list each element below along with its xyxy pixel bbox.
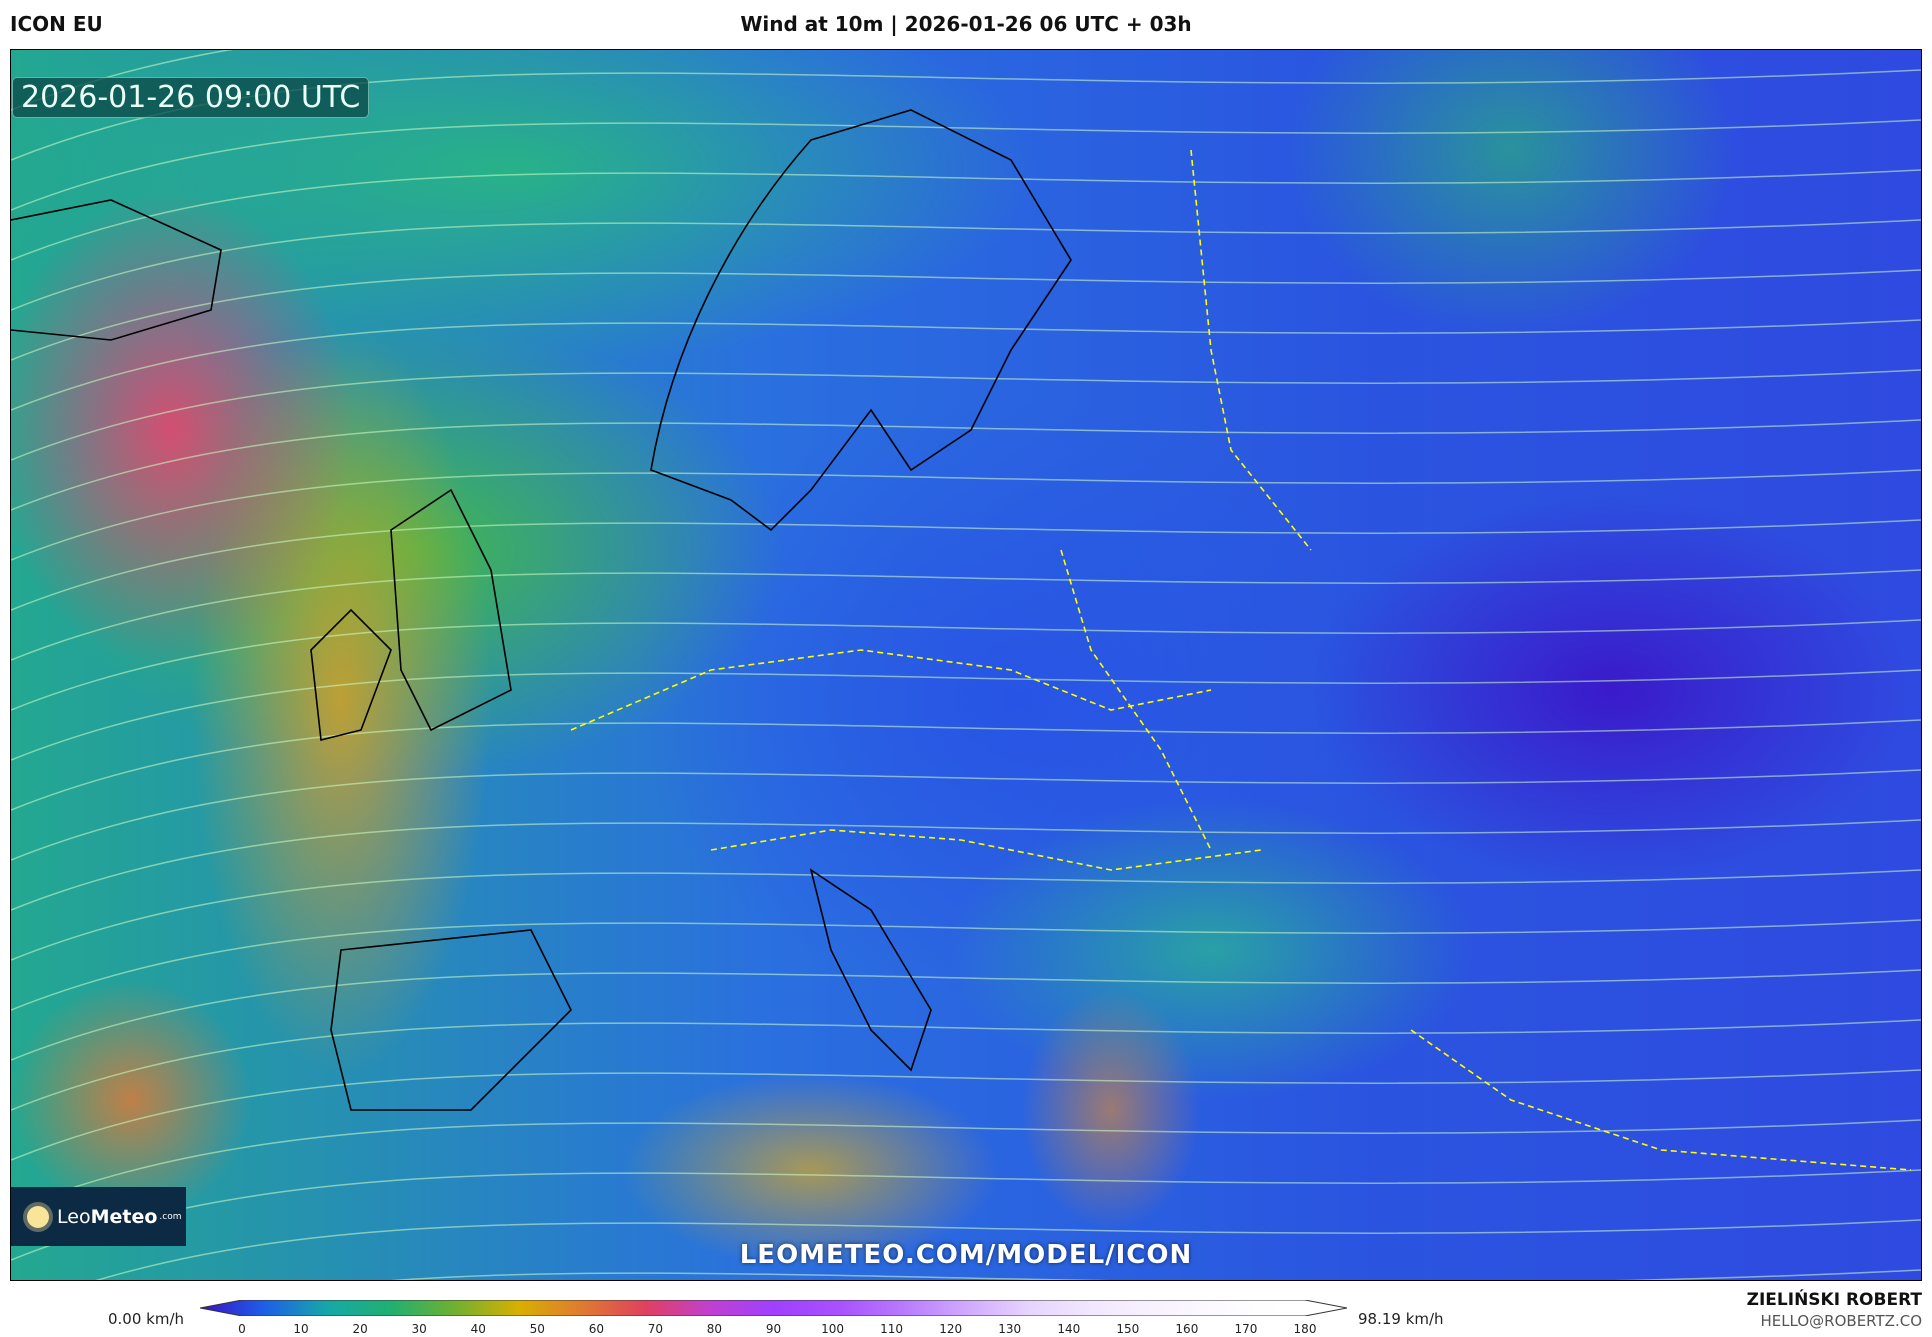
streamline xyxy=(11,319,1921,411)
streamline xyxy=(11,719,1921,811)
colorbar-tick: 40 xyxy=(470,1322,486,1336)
valid-time-label: 2026-01-26 09:00 UTC xyxy=(12,77,370,118)
streamline xyxy=(390,1269,1921,1280)
colorbar-tick: 140 xyxy=(1057,1322,1081,1336)
streamline xyxy=(11,619,1921,711)
colorbar-tick: 0 xyxy=(238,1322,246,1336)
colorbar-tick: 60 xyxy=(588,1322,604,1336)
streamline xyxy=(95,1219,1921,1280)
colorbar-tick: 180 xyxy=(1293,1322,1317,1336)
streamlines xyxy=(11,50,1921,1280)
colorbar xyxy=(200,1300,1347,1316)
coastlines xyxy=(11,109,1072,1111)
colorbar-tick: 50 xyxy=(529,1322,545,1336)
streamline xyxy=(11,269,1921,361)
streamline xyxy=(11,519,1921,611)
sun-icon xyxy=(27,1205,49,1228)
model-name: ICON EU xyxy=(10,12,103,36)
chart-title: Wind at 10m | 2026-01-26 06 UTC + 03h xyxy=(740,12,1192,36)
colorbar-tick: 10 xyxy=(293,1322,309,1336)
wind-map: 2026-01-26 09:00 UTC Leo Meteo .com LEOMET… xyxy=(10,49,1922,1281)
colorbar-min-label: 0.00 km/h xyxy=(108,1310,185,1328)
borders xyxy=(570,149,1912,1171)
streamline xyxy=(11,219,1921,311)
streamline xyxy=(11,669,1921,761)
leometeo-logo[interactable]: Leo Meteo .com xyxy=(11,1187,186,1246)
colorbar-tick: 100 xyxy=(821,1322,844,1336)
colorbar-max-label: 98.19 km/h xyxy=(1358,1310,1444,1328)
colorbar-tick: 130 xyxy=(998,1322,1022,1336)
author-email: HELLO@ROBERTZ.CO xyxy=(1760,1312,1922,1330)
streamline xyxy=(11,1019,1921,1111)
colorbar-tick: 30 xyxy=(411,1322,427,1336)
streamline xyxy=(11,119,1921,211)
colorbar-tick: 70 xyxy=(647,1322,664,1336)
colorbar-tick: 150 xyxy=(1116,1322,1140,1336)
streamline xyxy=(11,469,1921,561)
author-name: ZIELIŃSKI ROBERT xyxy=(1746,1290,1922,1310)
colorbar-tick: 170 xyxy=(1234,1322,1258,1336)
streamline xyxy=(11,919,1921,1011)
streamline xyxy=(11,1169,1921,1261)
colorbar-tick: 160 xyxy=(1175,1322,1199,1336)
streamline xyxy=(11,50,234,111)
streamline xyxy=(11,969,1921,1061)
watermark-url: LEOMETEO.COM/MODEL/ICON xyxy=(739,1240,1193,1270)
colorbar-tick: 120 xyxy=(939,1322,963,1336)
colorbar-tick: 80 xyxy=(706,1322,723,1336)
streamline xyxy=(11,1119,1921,1211)
streamline xyxy=(11,1069,1921,1161)
colorbar-tick: 90 xyxy=(765,1322,782,1336)
colorbar-tick: 110 xyxy=(880,1322,904,1336)
colorbar-tick: 20 xyxy=(352,1322,368,1336)
streamline xyxy=(11,569,1921,661)
streamline xyxy=(11,769,1921,861)
streamline xyxy=(11,419,1921,511)
streamline xyxy=(11,169,1921,261)
streamline xyxy=(11,369,1921,461)
streamline xyxy=(11,819,1921,911)
streamline xyxy=(11,869,1921,961)
